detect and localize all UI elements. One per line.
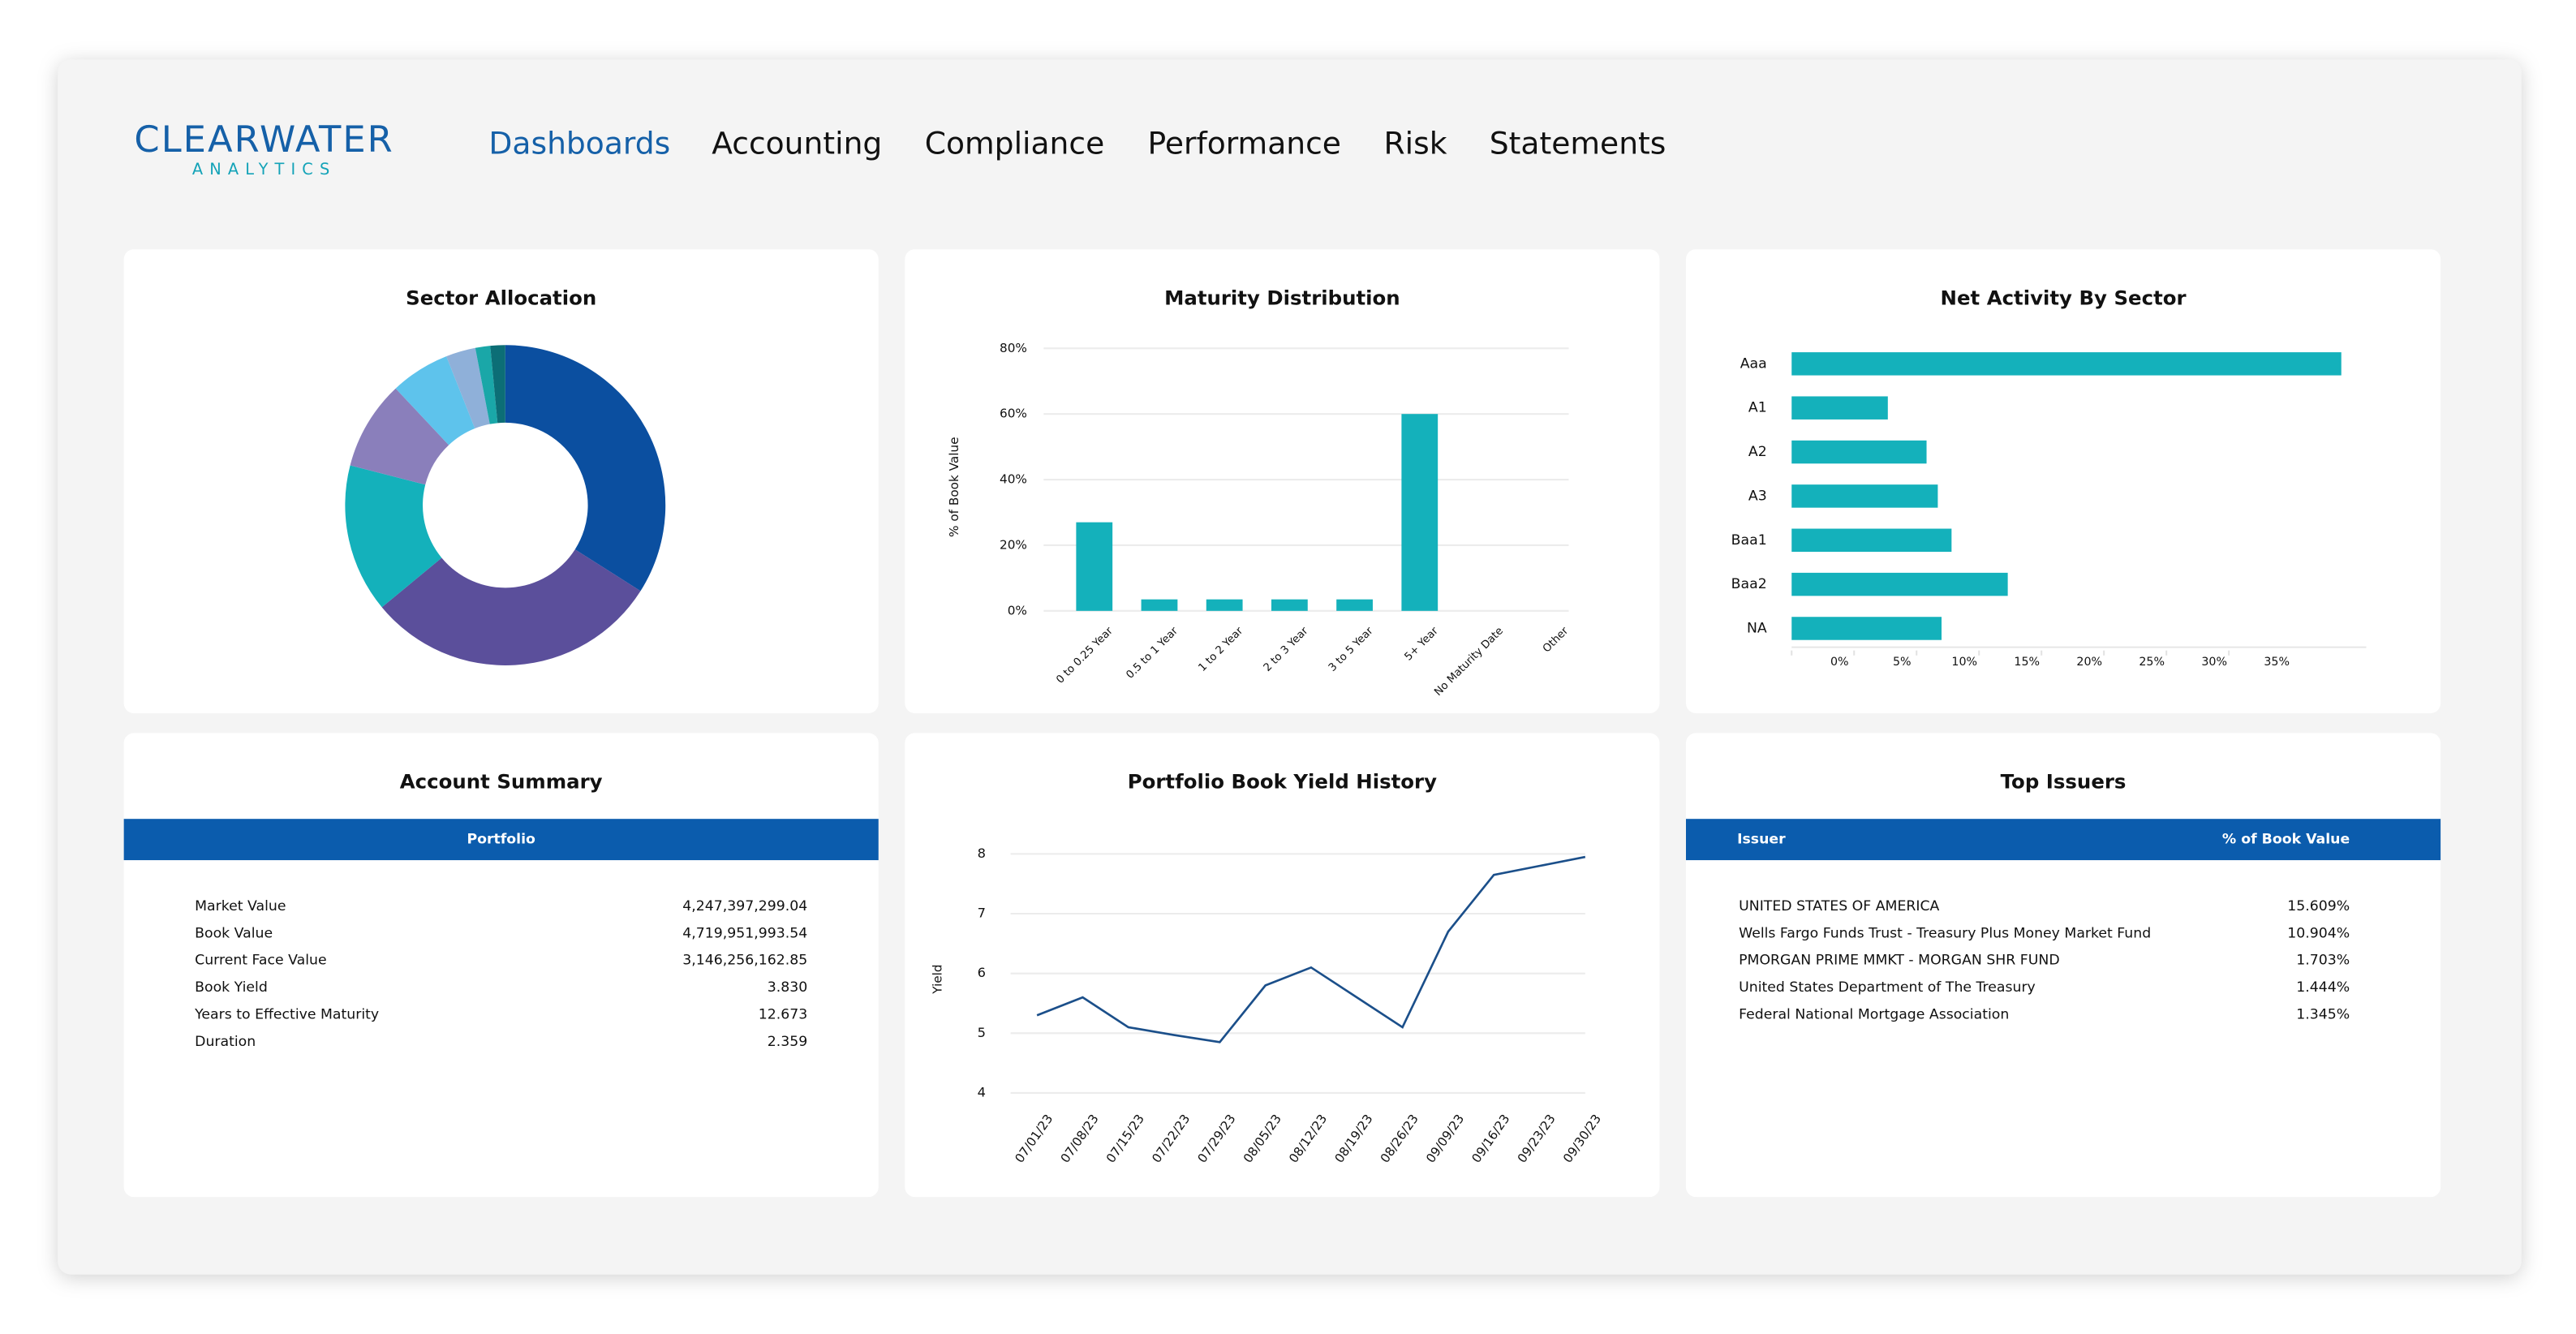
y-tick-label: 40% — [1000, 472, 1027, 487]
y-axis-label: % of Book Value — [947, 437, 961, 537]
panel — [905, 733, 1660, 1198]
nav-item[interactable]: Risk — [1384, 126, 1447, 161]
nav-item[interactable]: Performance — [1148, 126, 1341, 161]
row-value: 3,146,256,162.85 — [682, 953, 807, 969]
bar — [1791, 352, 2342, 376]
y-tick-label: 6 — [978, 965, 986, 980]
nav-item[interactable]: Compliance — [925, 126, 1105, 161]
nav-item[interactable]: Statements — [1490, 126, 1666, 161]
row-value: 15.609% — [2287, 898, 2350, 914]
table-header — [123, 819, 879, 861]
chart-title: Maturity Distribution — [1164, 286, 1400, 309]
chart-title: Portfolio Book Yield History — [1128, 769, 1437, 793]
y-tick-label: Baa1 — [1731, 532, 1767, 549]
table-header-text: Issuer — [1737, 832, 1786, 848]
y-tick-label: 4 — [978, 1084, 986, 1099]
x-tick-label: 35% — [2264, 656, 2290, 669]
row-label: PMORGAN PRIME MMKT - MORGAN SHR FUND — [1739, 953, 2060, 969]
row-value: 3.830 — [768, 979, 807, 996]
bar — [1791, 572, 2008, 596]
pie-slice — [490, 345, 505, 424]
y-tick-label: 80% — [1000, 341, 1027, 355]
bar — [1336, 599, 1373, 611]
y-tick-label: Baa2 — [1731, 576, 1767, 592]
y-tick-label: NA — [1747, 620, 1767, 636]
row-label: UNITED STATES OF AMERICA — [1739, 898, 1939, 914]
bar — [1791, 528, 1952, 553]
y-tick-label: A2 — [1748, 444, 1767, 460]
row-value: 4,719,951,993.54 — [682, 925, 807, 941]
chart-title: Sector Allocation — [406, 286, 596, 309]
row-value: 4,247,397,299.04 — [682, 898, 807, 914]
row-value: 12.673 — [759, 1006, 807, 1022]
bar — [1271, 599, 1308, 611]
y-tick-label: 60% — [1000, 407, 1027, 421]
row-label: Book Yield — [195, 979, 268, 996]
bar — [1206, 599, 1243, 611]
logo[interactable]: CLEARWATER — [134, 118, 393, 161]
panel — [1685, 249, 2441, 713]
row-value: 10.904% — [2287, 925, 2350, 941]
x-tick-label: 15% — [2014, 656, 2040, 669]
table-header-text: Portfolio — [467, 832, 535, 848]
x-tick-label: 30% — [2201, 656, 2227, 669]
nav-item[interactable]: Dashboards — [488, 126, 670, 161]
panel — [123, 249, 879, 713]
table-title: Top Issuers — [2001, 769, 2127, 793]
row-value: 1.345% — [2296, 1006, 2350, 1022]
pie-slice — [350, 388, 449, 485]
bar — [1791, 484, 1938, 508]
y-tick-label: 5 — [978, 1025, 986, 1040]
y-tick-label: 7 — [978, 906, 986, 921]
bar — [1791, 396, 1888, 420]
row-label: Book Value — [195, 925, 273, 941]
row-label: Current Face Value — [195, 953, 326, 969]
pie-slice — [505, 345, 666, 592]
row-value: 1.444% — [2296, 979, 2350, 996]
logo-subtitle: ANALYTICS — [192, 160, 336, 179]
bar — [1141, 599, 1178, 611]
pie-slice — [395, 356, 475, 445]
x-tick-label: 20% — [2076, 656, 2102, 669]
y-tick-label: 8 — [978, 846, 986, 861]
y-tick-label: A3 — [1748, 488, 1767, 504]
bar — [1401, 414, 1439, 611]
bar — [1791, 440, 1927, 464]
bar — [1791, 617, 1942, 640]
row-label: Federal National Mortgage Association — [1739, 1006, 2009, 1022]
table-title: Account Summary — [400, 769, 603, 793]
row-value: 1.703% — [2296, 953, 2350, 969]
y-tick-label: A1 — [1748, 400, 1767, 416]
row-label: Duration — [195, 1034, 256, 1050]
row-label: Wells Fargo Funds Trust - Treasury Plus … — [1739, 925, 2151, 941]
row-value: 2.359 — [768, 1034, 807, 1050]
row-label: Market Value — [195, 898, 286, 914]
x-tick-label: 10% — [1951, 656, 1977, 669]
row-label: United States Department of The Treasury — [1739, 979, 2036, 996]
pie-slice — [475, 346, 498, 424]
row-label: Years to Effective Maturity — [194, 1006, 379, 1022]
line-series — [1036, 855, 1586, 1044]
chart-title: Net Activity By Sector — [1941, 286, 2187, 309]
nav-item[interactable]: Accounting — [712, 126, 882, 161]
x-tick-label: 5% — [1893, 656, 1912, 669]
y-tick-label: Aaa — [1740, 355, 1767, 372]
x-tick-label: 0% — [1830, 656, 1849, 669]
y-tick-label: 0% — [1008, 603, 1027, 618]
x-tick-label: 25% — [2139, 656, 2165, 669]
y-axis-label: Yield — [931, 964, 945, 994]
y-tick-label: 20% — [1000, 537, 1027, 552]
pie-slice — [446, 347, 490, 429]
bar — [1076, 522, 1113, 611]
table-header-text: % of Book Value — [2222, 832, 2350, 848]
table-header — [1685, 819, 2441, 861]
pie-slice — [381, 549, 641, 665]
pie-slice — [345, 465, 442, 608]
